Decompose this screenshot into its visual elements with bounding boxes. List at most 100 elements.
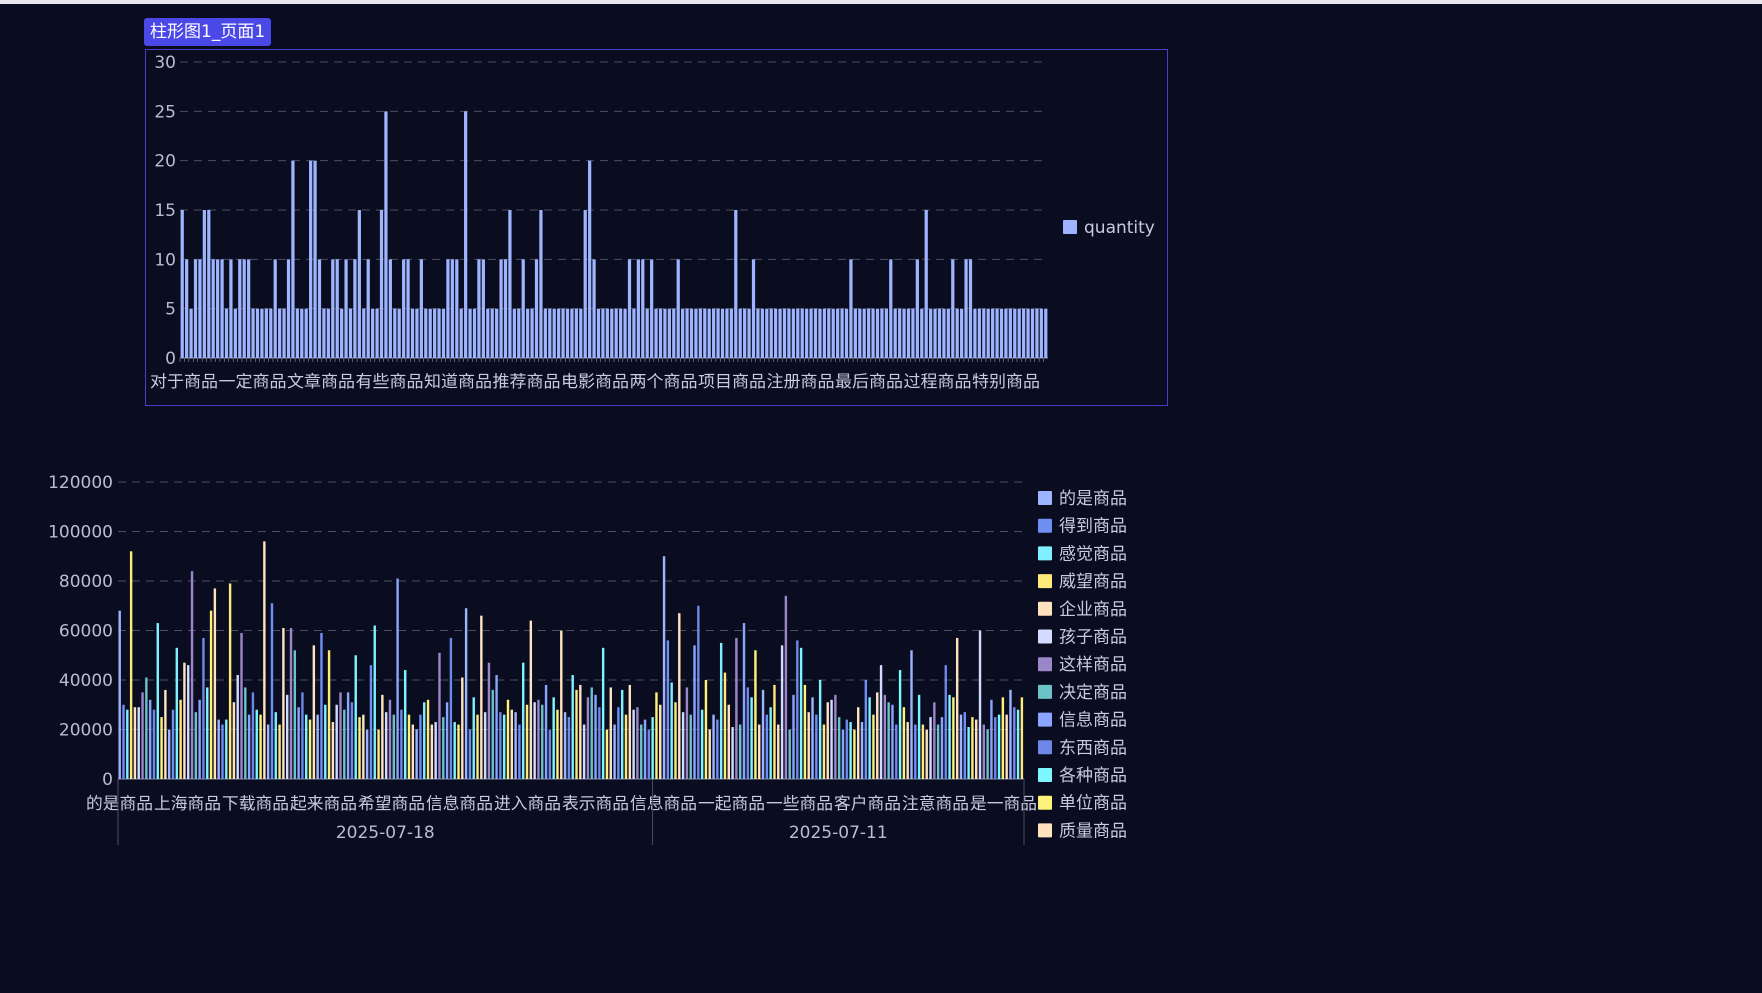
bar [442,717,445,779]
bar [674,702,677,779]
bar [822,724,826,779]
bar [834,694,837,779]
bar [411,724,415,779]
legend-swatch [1038,740,1052,755]
legend-label: 信息商品 [1059,711,1127,731]
x-category-label: 起来商品 [290,794,357,813]
bar [529,620,533,779]
bar [792,694,795,779]
bar [700,709,704,779]
bar [495,675,498,779]
bar [331,722,335,779]
bar [601,647,605,779]
legend-swatch [1038,491,1052,505]
bar [628,684,632,779]
bar [647,729,651,779]
bar [666,640,670,779]
bar [948,694,951,779]
bar [453,722,456,779]
bar [636,707,639,779]
bar [754,650,757,779]
bar [765,714,769,779]
bar [849,722,852,779]
bar [415,729,418,779]
bar [209,610,213,779]
bar [464,608,468,779]
bar [613,724,616,779]
bar [308,719,312,779]
bar [944,665,947,779]
bar [377,729,380,779]
bar [640,724,643,779]
bar [552,697,555,779]
bar [655,692,658,779]
bar [777,724,780,779]
bar [784,595,788,779]
bar [476,714,479,779]
bar [818,680,822,779]
legend-label: 单位商品 [1059,794,1127,814]
x-category-label: 信息商品 [426,794,493,813]
bar [921,724,925,779]
y-tick-label: 0 [102,770,113,790]
bar [225,719,228,779]
bar [187,665,190,779]
bar [171,709,175,779]
bar [620,689,624,779]
bar [906,722,909,779]
bar [400,709,403,779]
bar [423,702,426,779]
bar [678,613,681,779]
bar [959,714,963,779]
bar [118,610,121,779]
bar [598,707,601,779]
bar [263,541,266,779]
bar [693,645,696,779]
bar [933,702,936,779]
bar [518,724,521,779]
bar [689,714,692,779]
bar [712,714,715,779]
bar [472,697,475,779]
bar [522,662,525,779]
legend-swatch [1038,629,1052,644]
bar [434,722,437,779]
bar [936,724,940,779]
bar [251,692,255,779]
chart-tab[interactable]: 柱形图1_页面1 [144,18,272,46]
bar [876,692,879,779]
y-tick-label: 100000 [48,523,113,543]
bar [282,628,285,779]
bar [704,680,708,779]
bar [845,719,848,779]
bar [365,729,369,779]
bar [240,632,243,779]
bar [891,704,894,779]
bar [358,717,361,779]
bar [324,704,327,779]
bar [994,717,997,779]
bar [129,551,133,779]
bar [350,702,354,779]
bar [468,729,472,779]
bar [126,709,129,779]
bar [978,630,982,779]
bar [137,707,140,779]
legend-swatch [1038,518,1052,533]
bar [506,699,510,779]
legend-swatch [1038,768,1052,782]
bar [343,709,346,779]
bar [1013,707,1016,779]
bar [773,684,776,779]
bar [502,714,506,779]
bar [491,689,494,779]
bar [609,687,612,779]
legend-label: 威望商品 [1059,572,1127,592]
bar [541,704,544,779]
bar [857,707,860,779]
bar [952,697,955,779]
bar [796,640,799,779]
bar [274,712,277,779]
legend-label: 企业商品 [1059,600,1127,620]
bar [982,724,986,779]
